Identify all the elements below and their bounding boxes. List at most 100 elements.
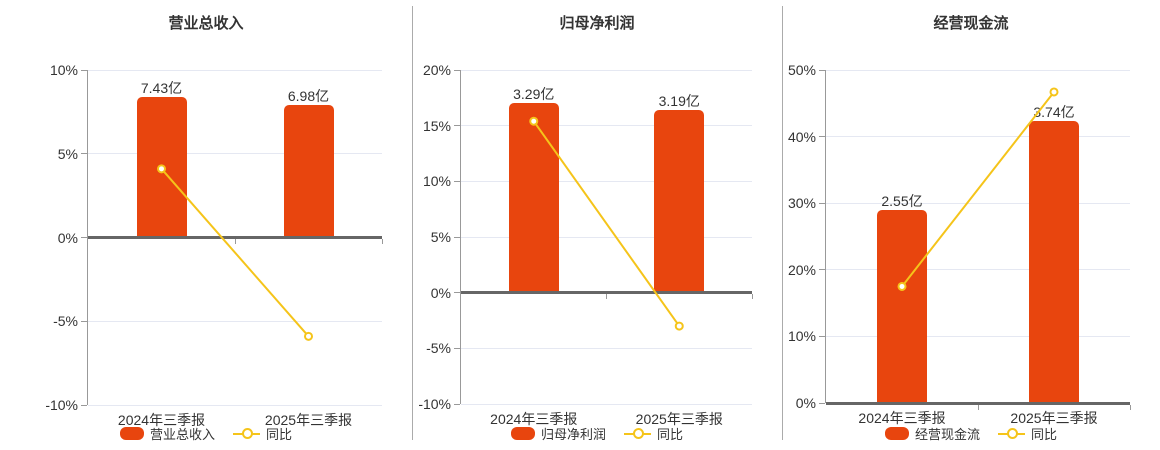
legend-item-同比[interactable]: 同比 [998,424,1057,443]
line-series-swatch-icon [233,427,260,440]
y-axis-tick [81,153,87,155]
legend-item-同比[interactable]: 同比 [233,424,292,443]
gridline [88,320,382,322]
yoy-marker[interactable] [1049,87,1059,97]
cash-flow-chart: 经营现金流 50% 40% 30% 20% 10% 0% 2.55亿 3.74亿 2024年三季报… [782,0,1160,450]
legend-line-marker [241,427,253,439]
y-axis-line [87,70,88,405]
category-label: 2024年三季报 [858,410,946,426]
net-profit-bar-2024年三季报[interactable] [508,103,559,293]
gridline [826,136,1130,138]
chart-title: 经营现金流 [933,15,1009,32]
cash-flow-bar-2025年三季报[interactable] [1029,121,1079,403]
legend-line-marker [1006,427,1018,439]
y-axis-tick [819,202,825,204]
legend-label: 经营现金流 [914,427,980,442]
bar-value-label: 7.43亿 [140,79,183,96]
y-axis-tick [454,347,460,349]
gridline [461,347,752,349]
y-axis-tick [819,335,825,337]
y-axis-label: 30% [787,195,816,212]
x-axis-tick [381,239,383,244]
yoy-marker[interactable] [529,116,539,126]
legend-label: 同比 [1031,427,1058,442]
legend-item-营业总收入[interactable]: 营业总收入 [119,424,215,443]
y-axis-label: 0% [57,229,78,246]
panel-divider [782,6,783,440]
x-axis-tick [751,294,753,300]
gridline [461,403,752,405]
legend-item-经营现金流[interactable]: 经营现金流 [884,424,980,443]
bar-series-swatch-icon [119,427,144,440]
legend-label: 同比 [657,427,684,442]
legend: 归母净利润 同比 [412,424,782,443]
legend: 经营现金流 同比 [782,424,1160,443]
y-axis-tick [819,69,825,71]
gridline [461,69,752,71]
y-axis-label: 10% [787,328,816,345]
gridline [826,335,1130,337]
gridline [88,404,382,406]
yoy-marker[interactable] [304,331,313,341]
y-axis-label: -10% [418,396,451,412]
y-axis-tick [81,404,87,406]
legend-line-marker [632,427,644,439]
net-profit-bar-2025年三季报[interactable] [654,110,705,293]
y-axis-label: 0% [430,284,451,301]
legend-label: 归母净利润 [540,427,606,442]
gridline [826,269,1130,271]
legend-item-归母净利润[interactable]: 归母净利润 [510,424,606,443]
y-axis-tick [819,269,825,271]
y-axis-label: 20% [422,62,451,78]
y-axis-tick [81,237,87,238]
bar-value-label: 2.55亿 [881,192,923,209]
legend-item-同比[interactable]: 同比 [624,424,683,443]
x-axis-tick [1129,404,1131,410]
y-axis-tick [454,125,460,127]
x-axis-tick [977,404,979,410]
gridline [461,180,752,182]
y-axis-label: 0% [795,395,816,411]
y-axis-label: 40% [787,128,816,145]
bar-series-swatch-icon [510,427,535,440]
yoy-marker[interactable] [674,321,684,331]
y-axis-label: -10% [45,397,78,413]
x-axis-line [826,401,1130,405]
y-axis-label: 15% [422,117,451,134]
category-label: 2025年三季报 [1010,410,1098,426]
y-axis-tick [454,180,460,182]
y-axis-label: 50% [787,62,816,78]
legend-label: 同比 [266,427,293,442]
category-label: 2025年三季报 [635,411,723,427]
y-axis-line [825,70,826,403]
yoy-line-plot [529,116,684,331]
cash-flow-bar-2024年三季报[interactable] [877,209,927,403]
panel-divider [412,6,413,440]
x-axis-tick [606,294,607,300]
gridline [461,236,752,238]
y-axis-tick [454,69,460,71]
bar-value-label: 3.19亿 [658,93,700,110]
revenue-bar-2025年三季报[interactable] [283,105,334,238]
y-axis-tick [454,292,460,294]
yoy-marker[interactable] [897,281,907,291]
revenue-chart: 营业总收入 10% 5% 0% -5% -10% 7.43亿 6.98亿 2024年三季报 202… [0,0,412,450]
category-label: 2025年三季报 [264,412,353,428]
bar-value-label: 3.29亿 [513,86,555,103]
category-label: 2024年三季报 [117,412,206,428]
y-axis-label: 10% [49,62,78,78]
y-axis-tick [454,236,460,238]
y-axis-tick [81,320,87,322]
chart-title: 营业总收入 [168,15,244,32]
y-axis-line [460,70,461,404]
bar-series-swatch-icon [884,427,909,440]
y-axis-label: -5% [426,340,451,357]
x-axis-tick [234,239,236,244]
gridline [461,125,752,127]
bar-value-label: 3.74亿 [1033,104,1075,121]
yoy-marker[interactable] [157,164,166,174]
y-axis-label: -5% [53,313,78,330]
yoy-line-plot [897,87,1059,291]
net-profit-chart: 归母净利润 20% 15% 10% 5% 0% -5% -10% 3.29亿 3.19亿 2024年… [412,0,782,450]
